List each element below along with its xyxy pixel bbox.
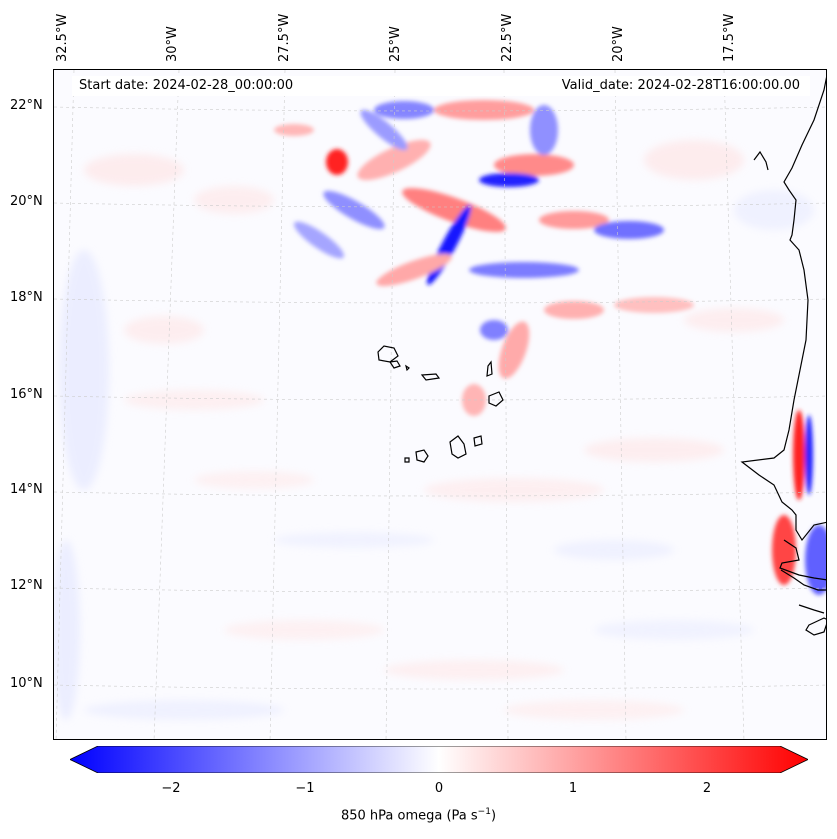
lon-label-17-5w: 17.5°W <box>722 13 737 62</box>
lat-label-22n: 22°N <box>10 98 43 113</box>
valid-date: Valid_date: 2024-02-28T16:00:00.00 <box>561 78 800 93</box>
lat-label-10n: 10°N <box>10 676 43 691</box>
colorbar-tick-2: 2 <box>702 781 712 796</box>
coastline <box>377 76 826 636</box>
lat-label-20n: 20°N <box>10 194 43 209</box>
lon-label-27-5w: 27.5°W <box>277 13 292 62</box>
lon-label-22-5w: 22.5°W <box>500 13 515 62</box>
lat-label-18n: 18°N <box>10 290 43 305</box>
colorbar-tick-minus-1: −1 <box>295 781 315 796</box>
colorbar-label-exponent: −1 <box>477 807 491 817</box>
colorbar-tick-minus-2: −2 <box>161 781 181 796</box>
colorbar-tick-0: 0 <box>434 781 444 796</box>
start-date: Start date: 2024-02-28_00:00:00 <box>79 78 294 93</box>
colorbar <box>70 746 808 773</box>
colorbar-tick-1: 1 <box>568 781 578 796</box>
lat-label-14n: 14°N <box>10 482 43 497</box>
lon-label-32-5w: 32.5°W <box>55 13 70 62</box>
map-panel[interactable]: Start date: 2024-02-28_00:00:00 Valid_da… <box>53 69 827 740</box>
omega-field <box>54 70 826 739</box>
lat-label-12n: 12°N <box>10 578 43 593</box>
date-header <box>72 76 810 96</box>
lon-label-30w: 30°W <box>165 26 180 62</box>
colorbar-label-text: 850 hPa omega (Pa s <box>340 808 478 824</box>
colorbar-label: 850 hPa omega (Pa s−1) <box>0 807 837 823</box>
lon-label-20w: 20°W <box>611 26 626 62</box>
lon-label-25w: 25°W <box>388 26 403 62</box>
colorbar-label-suffix: ) <box>490 808 497 824</box>
lat-label-16n: 16°N <box>10 387 43 402</box>
